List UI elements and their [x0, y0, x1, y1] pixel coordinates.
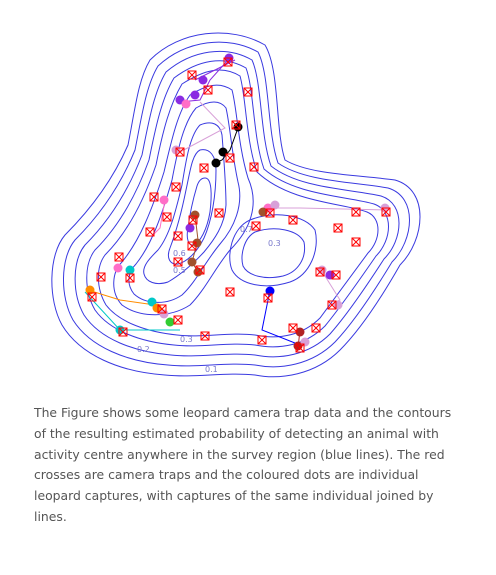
contour-line: [97, 69, 379, 338]
contour-label-0.5: 0.5: [173, 266, 186, 275]
camera-trap-marker: [263, 293, 273, 303]
camera-trap-marker: [243, 87, 253, 97]
detection-probability-figure: 0.1 0.2 0.3 0.3 0.5 0.6 0.7: [51, 32, 421, 378]
capture-link: [261, 289, 301, 346]
camera-trap-marker: [311, 323, 321, 333]
camera-trap-marker: [173, 231, 183, 241]
capture-dot: [190, 90, 200, 100]
camera-trap-marker: [295, 343, 305, 353]
capture-dot: [258, 207, 268, 217]
capture-dot: [113, 263, 123, 273]
contour-line: [229, 214, 317, 287]
capture-link: [191, 214, 199, 273]
contour-line: [51, 32, 421, 378]
camera-trap-marker: [173, 315, 183, 325]
figure-svg: 0.1 0.2 0.3 0.3 0.5 0.6 0.7: [51, 32, 421, 378]
capture-dot: [147, 297, 157, 307]
contour-line: [186, 177, 212, 246]
capture-dot: [115, 325, 125, 335]
camera-trap-marker: [225, 153, 235, 163]
capture-dot: [181, 99, 191, 109]
camera-trap-marker: [288, 323, 298, 333]
camera-trap-marker: [327, 300, 337, 310]
contour-label-0.3b: 0.3: [268, 239, 281, 248]
contour-line: [86, 60, 389, 348]
camera-trap-marker: [333, 223, 343, 233]
camera-trap-marker: [257, 335, 267, 345]
camera-trap-marker: [214, 208, 224, 218]
camera-trap-marker: [203, 85, 213, 95]
camera-trap-marker: [157, 304, 167, 314]
capture-dot: [300, 337, 310, 347]
camera-trap-marker: [200, 331, 210, 341]
camera-trap-marker: [171, 182, 181, 192]
camera-trap-marker: [288, 215, 298, 225]
capture-link: [268, 207, 386, 211]
contour-line: [167, 149, 217, 265]
capture-dot: [125, 265, 135, 275]
camera-trap-marker: [118, 327, 128, 337]
capture-link: [151, 199, 166, 237]
capture-dot: [270, 200, 280, 210]
capture-link: [179, 59, 229, 103]
camera-trap-marker: [381, 207, 391, 217]
contour-labels: 0.1 0.2 0.3 0.3 0.5 0.6 0.7: [137, 225, 281, 374]
capture-dot: [295, 327, 305, 337]
camera-trap-marker: [173, 257, 183, 267]
contour-label-0.7: 0.7: [240, 225, 253, 234]
camera-trap-marker: [125, 273, 135, 283]
camera-trap-marker: [96, 272, 106, 282]
capture-dot: [265, 286, 275, 296]
camera-trap-marker: [315, 267, 325, 277]
capture-dot: [159, 195, 169, 205]
camera-trap-marker: [187, 70, 197, 80]
capture-dot: [187, 257, 197, 267]
camera-trap-marker: [265, 208, 275, 218]
capture-dot: [185, 223, 195, 233]
capture-link: [87, 289, 156, 306]
camera-trap-marker: [195, 265, 205, 275]
capture-dot: [211, 158, 221, 168]
camera-trap-marker: [351, 207, 361, 217]
contour-label-0.1: 0.1: [205, 365, 218, 374]
camera-traps: [87, 57, 391, 353]
camera-trap-marker: [251, 221, 261, 231]
figure-caption: The Figure shows some leopard camera tra…: [34, 405, 452, 524]
camera-trap-marker: [231, 120, 241, 130]
camera-trap-marker: [249, 162, 259, 172]
camera-trap-marker: [225, 287, 235, 297]
camera-trap-marker: [351, 237, 361, 247]
capture-dot: [85, 285, 95, 295]
camera-trap-marker: [187, 241, 197, 251]
camera-trap-marker: [87, 292, 97, 302]
camera-trap-marker: [175, 147, 185, 157]
contour-line: [63, 41, 410, 368]
detection-contours: [51, 32, 421, 378]
contour-line: [74, 50, 400, 358]
camera-trap-marker: [223, 57, 233, 67]
contour-label-0.2: 0.2: [137, 345, 150, 354]
leopard-captures: [85, 53, 390, 351]
contour-line: [241, 228, 306, 279]
capture-dot: [165, 317, 175, 327]
camera-trap-marker: [331, 270, 341, 280]
camera-trap-marker: [199, 163, 209, 173]
camera-trap-marker: [145, 227, 155, 237]
camera-trap-marker: [188, 215, 198, 225]
contour-label-0.3a: 0.3: [180, 335, 193, 344]
camera-trap-marker: [114, 252, 124, 262]
camera-trap-marker: [149, 192, 159, 202]
capture-dot: [198, 75, 208, 85]
capture-dot: [218, 147, 228, 157]
capture-link: [179, 101, 226, 153]
capture-dot: [192, 238, 202, 248]
contour-label-0.6: 0.6: [173, 249, 186, 258]
camera-trap-marker: [162, 212, 172, 222]
